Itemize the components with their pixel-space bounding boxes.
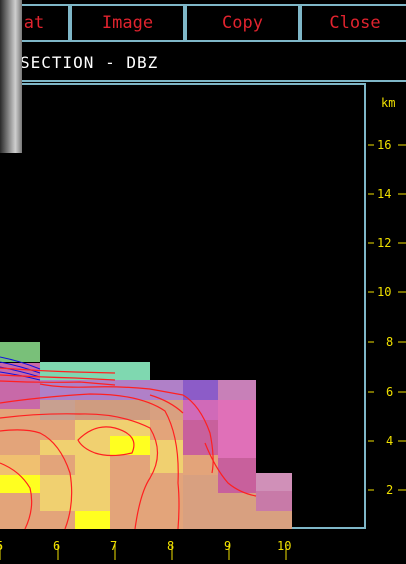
x-axis: 5 6 7 8 9 10 bbox=[0, 539, 291, 560]
y-axis: km 16 14 12 10 8 6 4 2 bbox=[368, 96, 406, 497]
y-tick-label: 10 bbox=[377, 285, 391, 299]
thumbnail-image[interactable] bbox=[0, 0, 22, 153]
x-tick-label: 10 bbox=[277, 539, 291, 553]
y-tick-label: 2 bbox=[386, 483, 393, 497]
image-button[interactable]: Image bbox=[70, 4, 185, 42]
y-tick-label: 6 bbox=[386, 385, 393, 399]
y-tick-label: 12 bbox=[377, 236, 391, 250]
x-tick-label: 6 bbox=[53, 539, 60, 553]
close-button[interactable]: Close bbox=[300, 4, 406, 42]
copy-button[interactable]: Copy bbox=[185, 4, 300, 42]
y-tick-label: 16 bbox=[377, 138, 391, 152]
toolbar: at Image Copy Close bbox=[0, 0, 406, 44]
page-title: SECTION - DBZ bbox=[20, 53, 159, 72]
title-bar: SECTION - DBZ bbox=[0, 44, 406, 82]
y-axis-unit-label: km bbox=[381, 96, 395, 110]
red-contours bbox=[0, 367, 257, 530]
reflectivity-cells bbox=[0, 342, 292, 529]
y-tick-label: 14 bbox=[377, 187, 391, 201]
y-tick-label: 4 bbox=[386, 434, 393, 448]
cross-section-plot: km 16 14 12 10 8 6 4 2 bbox=[0, 83, 406, 560]
x-tick-label: 9 bbox=[224, 539, 231, 553]
x-tick-label: 5 bbox=[0, 539, 3, 553]
x-tick-label: 8 bbox=[167, 539, 174, 553]
x-tick-label: 7 bbox=[110, 539, 117, 553]
y-tick-label: 8 bbox=[386, 335, 393, 349]
